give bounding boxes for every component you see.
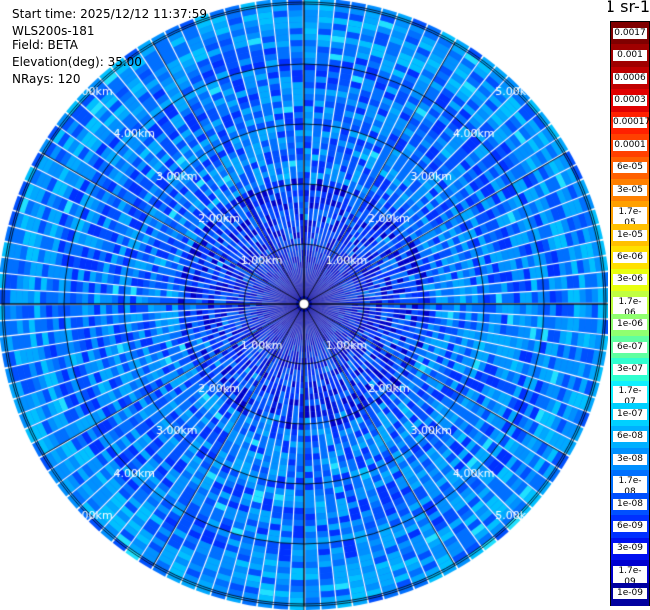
colorbar-tick-label: 1.7e-06 — [613, 296, 647, 319]
colorbar-tick-label: 3e-09 — [613, 543, 647, 555]
colorbar-tick-label: 0.0001 — [613, 139, 647, 151]
colorbar-tick-label: 1e-06 — [613, 319, 647, 331]
colorbar-tick-label: 3e-05 — [613, 184, 647, 196]
colorbar-tick-label: 3e-07 — [613, 364, 647, 376]
colorbar-tick-label: 1.7e-08 — [613, 476, 647, 499]
colorbar-tick-label: 6e-06 — [613, 251, 647, 263]
colorbar-tick-label: 1e-08 — [613, 498, 647, 510]
colorbar-tick-label: 0.0006 — [613, 72, 647, 84]
colorbar: 0.0017 0.001 0.0006 0.0003 0.00017 0.0001 6e-0… — [610, 21, 650, 606]
start-time-label: Start time: 2025/12/12 11:37:59 — [12, 7, 207, 21]
colorbar-tick-label: 1e-05 — [613, 229, 647, 241]
nrays-label: NRays: 120 — [12, 72, 81, 86]
colorbar-tick-label: 6e-08 — [613, 431, 647, 443]
colorbar-tick-label: 1.7e-09 — [613, 565, 647, 588]
colorbar-tick-label: 6e-09 — [613, 521, 647, 533]
colorbar-tick-label: 6e-05 — [613, 162, 647, 174]
instrument-label: WLS200s-181 — [12, 24, 95, 38]
elevation-label: Elevation(deg): 35.00 — [12, 55, 142, 69]
colorbar-tick-label: 1e-09 — [613, 588, 647, 600]
ppi-scan-plot — [0, 0, 608, 610]
colorbar-units-label: m-1 sr-1 — [608, 0, 650, 16]
field-label: Field: BETA — [12, 38, 78, 52]
colorbar-tick-label: 1.7e-07 — [613, 386, 647, 409]
colorbar-tick-label: 1e-07 — [613, 408, 647, 420]
colorbar-tick-label: 6e-07 — [613, 341, 647, 353]
colorbar-tick-label: 0.00017 — [613, 117, 650, 129]
colorbar-tick-label: 3e-08 — [613, 453, 647, 465]
colorbar-tick-label: 0.001 — [613, 50, 647, 62]
colorbar-tick-label: 0.0017 — [613, 27, 647, 39]
colorbar-tick-label: 3e-06 — [613, 274, 647, 286]
colorbar-tick-label: 0.0003 — [613, 94, 647, 106]
colorbar-tick-label: 1.7e-05 — [613, 207, 647, 230]
